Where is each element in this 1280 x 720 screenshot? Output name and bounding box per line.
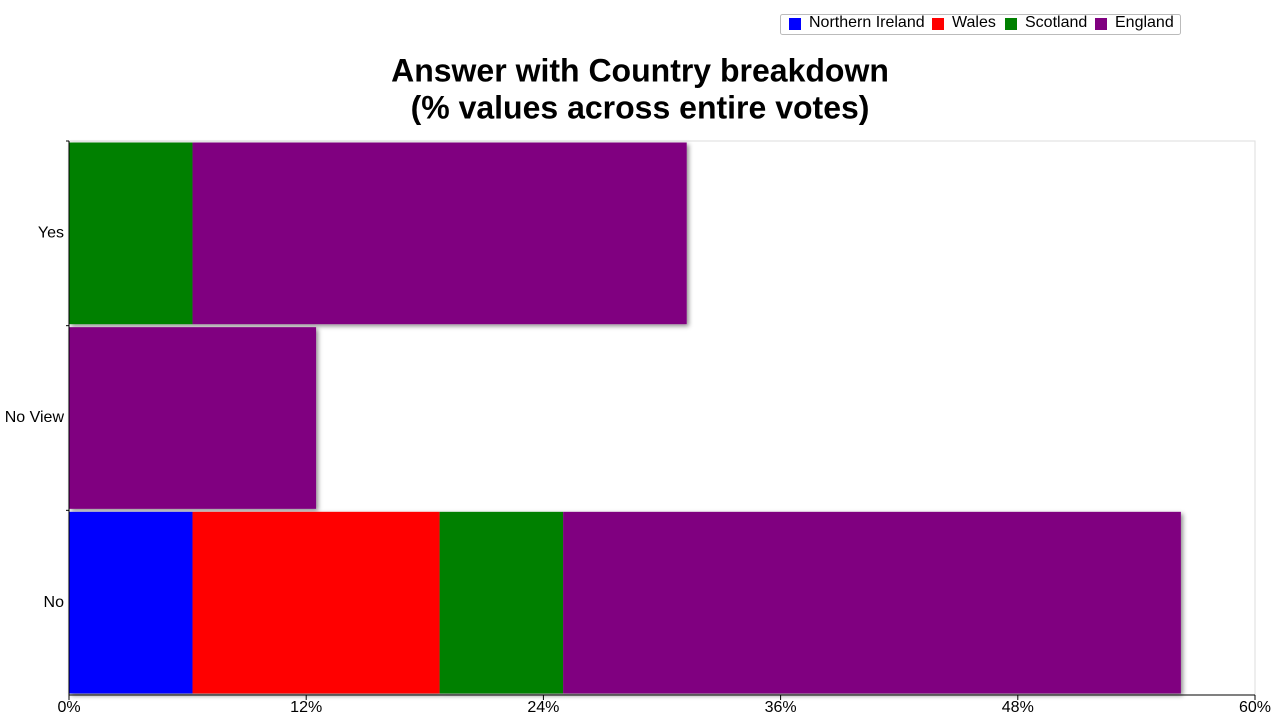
y-tick-label: No — [44, 594, 65, 611]
legend-swatch — [1095, 18, 1107, 30]
legend-box — [780, 14, 1181, 35]
x-tick-label: 24% — [527, 699, 559, 716]
bar-segment — [439, 511, 564, 694]
x-tick-label: 36% — [765, 699, 797, 716]
bar-segment — [69, 142, 193, 325]
y-tick-label: No View — [5, 409, 65, 426]
chart-subtitle: (% values across entire votes) — [411, 89, 870, 125]
legend-swatch — [1005, 18, 1017, 30]
legend-label: England — [1115, 14, 1174, 31]
bar-segment — [69, 511, 193, 694]
y-tick-label: Yes — [38, 225, 64, 242]
x-tick-label: 0% — [57, 699, 80, 716]
bar-segment — [192, 511, 440, 694]
bar-group — [69, 327, 317, 509]
bar-segment — [192, 142, 687, 325]
bar-segment — [69, 327, 317, 509]
x-tick-label: 60% — [1239, 699, 1271, 716]
legend-swatch — [932, 18, 944, 30]
chart-title: Answer with Country breakdown — [391, 52, 889, 88]
x-tick-label: 48% — [1002, 699, 1034, 716]
bar-group — [69, 142, 687, 325]
legend-swatch — [789, 18, 801, 30]
x-tick-label: 12% — [290, 699, 322, 716]
bar-segment — [563, 511, 1181, 694]
legend-label: Northern Ireland — [809, 14, 925, 31]
legend-label: Scotland — [1025, 14, 1087, 31]
legend-label: Wales — [952, 14, 996, 31]
bar-group — [69, 511, 1181, 694]
